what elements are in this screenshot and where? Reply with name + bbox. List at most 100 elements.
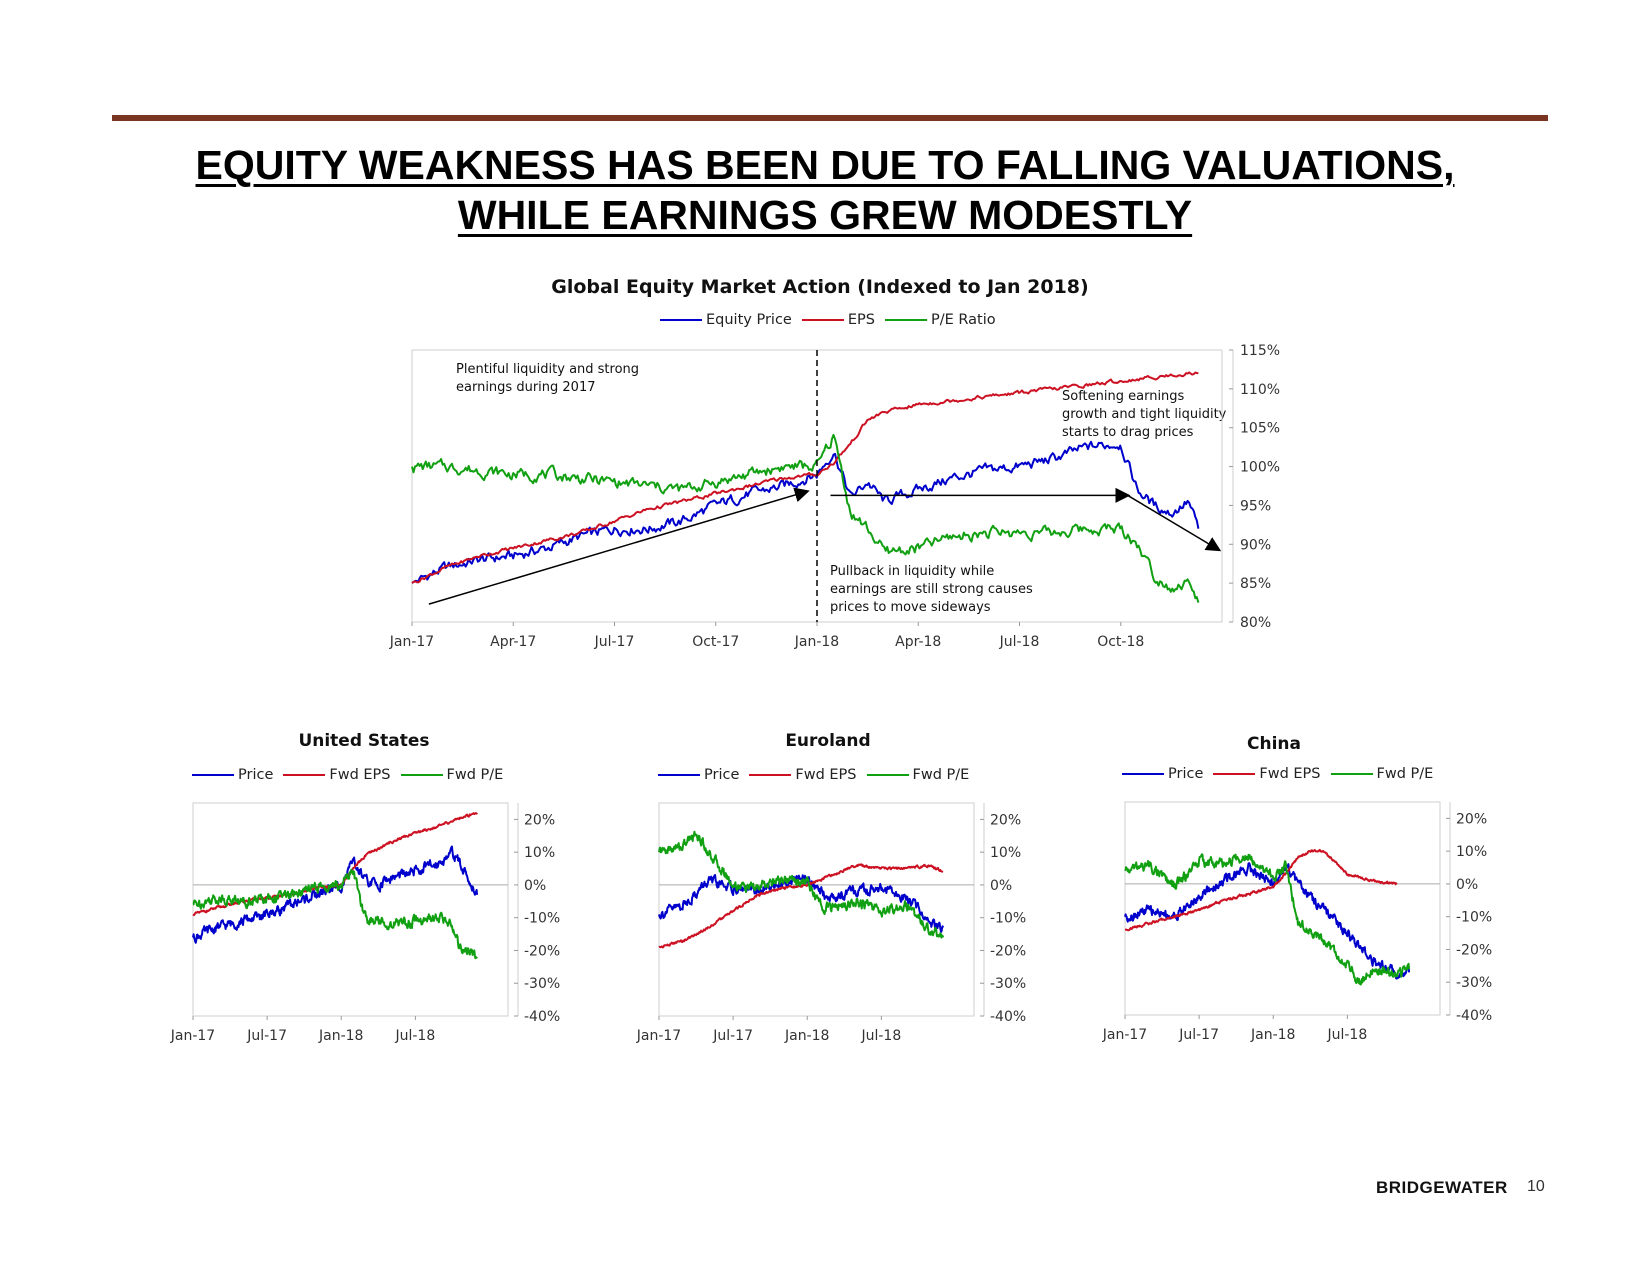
- legend-swatch: [283, 774, 326, 776]
- legend-item-equity-price: Equity Price: [660, 312, 792, 328]
- x-tick-label: Jan-17: [1102, 1027, 1147, 1043]
- legend-item-eps: EPS: [801, 312, 875, 328]
- pe-line: [192, 868, 478, 960]
- legend-item-fwd-pe: Fwd P/E: [1330, 766, 1434, 782]
- eps-line: [411, 371, 1199, 584]
- legend-label: Price: [704, 767, 740, 783]
- main-chart-title: Global Equity Market Action (Indexed to …: [551, 276, 1089, 298]
- y-tick-label: 115%: [1240, 343, 1280, 359]
- x-tick-label: Jan-17: [389, 634, 434, 650]
- legend-label: Price: [1168, 766, 1204, 782]
- x-tick-label: Apr-17: [490, 634, 536, 650]
- legend-label: Fwd P/E: [1376, 766, 1434, 782]
- legend-swatch: [749, 774, 792, 776]
- x-tick-label: Jul-18: [1326, 1027, 1367, 1043]
- price-line: [192, 845, 479, 944]
- legend-item-price: Price: [658, 767, 739, 783]
- legend-swatch: [1122, 773, 1164, 775]
- y-tick-label: 85%: [1240, 576, 1271, 592]
- euroland-chart: 20% 10% 0% -10% -20% -30% -40% Jan-17 Jul-17 Jan-…: [636, 802, 1026, 1044]
- pe-line: [1124, 853, 1411, 986]
- eps-line: [658, 863, 944, 949]
- y-tick-label: 10%: [1456, 844, 1487, 860]
- legend-item-fwd-pe: Fwd P/E: [866, 767, 970, 783]
- legend-swatch: [1330, 773, 1373, 775]
- x-tick-label: Jan-18: [318, 1028, 363, 1044]
- price-line: [1124, 862, 1411, 980]
- x-tick-label: Jan-18: [794, 634, 839, 650]
- y-tick-label: 20%: [1456, 811, 1487, 827]
- x-tick-label: Jul-17: [246, 1028, 287, 1044]
- main-chart: 80% 85% 90% 95% 100% 105% 110% 115% Jan-17 Apr-17…: [389, 343, 1280, 650]
- y-tick-label: -10%: [1456, 910, 1492, 926]
- legend-swatch: [866, 774, 909, 776]
- slide-title: EQUITY WEAKNESS HAS BEEN DUE TO FALLING …: [0, 140, 1650, 240]
- legend-item-fwd-eps: Fwd EPS: [1213, 766, 1321, 782]
- slide-title-line2: WHILE EARNINGS GREW MODESTLY: [457, 192, 1193, 238]
- plot-frame: [1124, 801, 1441, 1016]
- y-tick-label: -10%: [990, 911, 1026, 927]
- legend-item-fwd-pe: Fwd P/E: [400, 767, 504, 783]
- y-tick-label: -40%: [524, 1009, 560, 1025]
- legend-label: P/E Ratio: [930, 312, 996, 328]
- y-tick-label: -30%: [1456, 975, 1492, 991]
- trend-arrow-2017: [428, 487, 810, 605]
- us-chart-title: United States: [298, 731, 430, 751]
- euroland-chart-legend: Price Fwd EPS Fwd P/E: [658, 767, 979, 783]
- y-tick-label: -40%: [1456, 1008, 1492, 1024]
- x-tick-label: Jan-17: [170, 1028, 215, 1044]
- x-tick-label: Jul-18: [860, 1028, 901, 1044]
- y-tick-label: 90%: [1240, 537, 1271, 553]
- x-tick-label: Jan-18: [784, 1028, 829, 1044]
- legend-label: Equity Price: [706, 312, 792, 328]
- euroland-chart-title: Euroland: [785, 731, 871, 751]
- y-tick-label: 0%: [990, 878, 1012, 894]
- y-tick-label: 95%: [1240, 498, 1271, 514]
- price-line: [411, 440, 1200, 584]
- y-tick-label: -40%: [990, 1009, 1026, 1025]
- annotation-softening-earnings: Softening earnings growth and tight liqu…: [1062, 389, 1227, 440]
- pe-line: [411, 433, 1200, 603]
- y-tick-label: 10%: [524, 845, 555, 861]
- page-number: 10: [1527, 1178, 1545, 1195]
- brand-logo: BRIDGEWATER: [1376, 1178, 1508, 1197]
- annotation-pullback-liquidity: Pullback in liquidity while earnings are…: [830, 564, 1033, 615]
- legend-label: Fwd EPS: [1259, 766, 1321, 782]
- legend-item-price: Price: [192, 767, 273, 783]
- x-tick-label: Jul-17: [594, 634, 635, 650]
- x-tick-label: Oct-18: [1097, 634, 1144, 650]
- y-tick-label: 10%: [990, 845, 1021, 861]
- legend-swatch: [192, 774, 234, 776]
- x-tick-label: Jan-18: [1250, 1027, 1295, 1043]
- decline-arrow-late-2018: [1127, 494, 1222, 552]
- x-tick-label: Apr-18: [895, 634, 941, 650]
- x-tick-label: Jul-18: [394, 1028, 435, 1044]
- x-tick-label: Oct-17: [692, 634, 739, 650]
- legend-swatch: [400, 774, 443, 776]
- x-tick-label: Jan-17: [636, 1028, 681, 1044]
- china-chart: 20% 10% 0% -10% -20% -30% -40% Jan-17 Jul-17 Jan-…: [1102, 801, 1492, 1043]
- legend-label: Fwd P/E: [446, 767, 504, 783]
- legend-swatch: [884, 319, 927, 321]
- legend-label: EPS: [847, 312, 875, 328]
- y-tick-label: 105%: [1240, 421, 1280, 437]
- legend-item-fwd-eps: Fwd EPS: [283, 767, 391, 783]
- y-tick-label: 0%: [524, 878, 546, 894]
- y-tick-label: 100%: [1240, 460, 1280, 476]
- x-tick-label: Jul-17: [712, 1028, 753, 1044]
- y-tick-label: -20%: [524, 943, 560, 959]
- x-tick-label: Jul-18: [999, 634, 1040, 650]
- plot-frame: [192, 802, 509, 1017]
- us-chart-legend: Price Fwd EPS Fwd P/E: [192, 767, 513, 783]
- china-chart-legend: Price Fwd EPS Fwd P/E: [1122, 766, 1443, 782]
- annotation-liquidity-2017: Plentiful liquidity and strong earnings …: [456, 362, 640, 395]
- y-tick-label: 20%: [990, 812, 1021, 828]
- legend-swatch: [658, 774, 700, 776]
- china-chart-title: China: [1247, 734, 1301, 754]
- legend-swatch: [801, 319, 844, 321]
- legend-label: Fwd P/E: [912, 767, 970, 783]
- top-rule: [112, 115, 1548, 121]
- x-tick-label: Jul-17: [1178, 1027, 1219, 1043]
- legend-swatch: [1213, 773, 1256, 775]
